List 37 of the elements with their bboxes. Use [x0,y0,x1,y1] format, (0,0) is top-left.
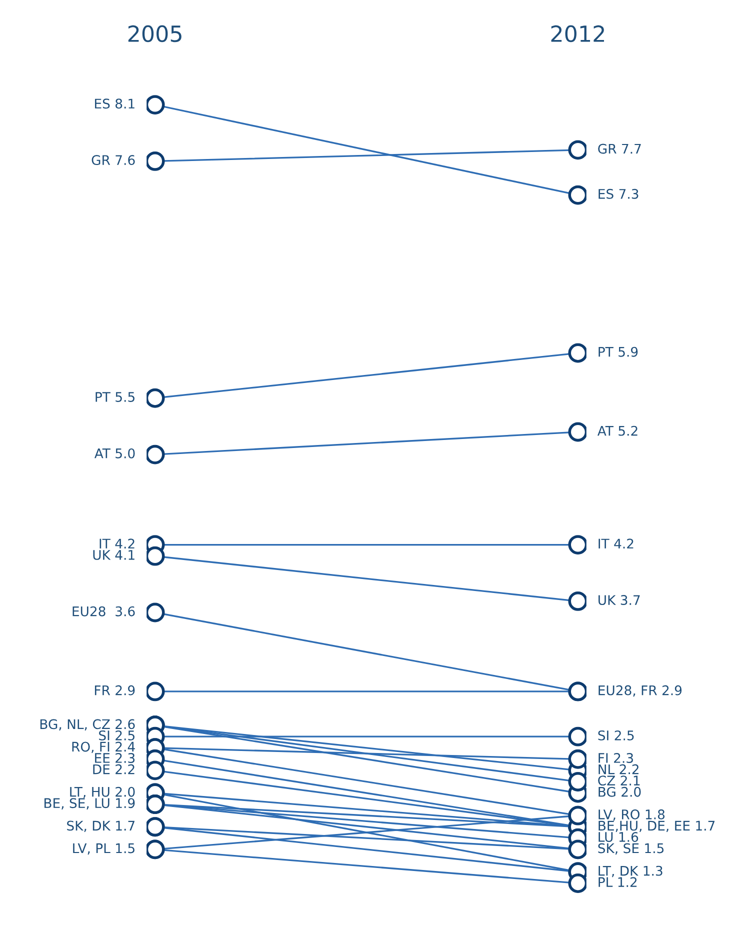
data-label: SK, SE 1.5 [598,843,664,855]
data-label: DE 2.2 [93,764,134,774]
data-label: SI 2.5 [99,730,134,740]
data-label: BE, SE, LU 1.9 [44,798,135,810]
data-label: AT 5.0 [94,448,135,458]
data-label: LT, DK 1.3 [598,866,662,878]
data-label: ES 8.1 [95,98,134,109]
data-label: LV, RO 1.8 [598,809,665,821]
data-label: LU 1.6 [598,832,638,842]
x-tick-label: 2012 [551,25,604,42]
data-label: IT 4.2 [598,538,634,548]
data-label: BG, NL, CZ 2.6 [40,719,135,730]
data-label: BG 2.0 [598,786,641,797]
data-label: SK, DK 1.7 [67,820,134,832]
data-label: LT, HU 2.0 [70,786,135,798]
data-label: PT 5.9 [598,346,638,357]
data-label: AT 5.2 [597,426,638,436]
data-label: EE 2.3 [95,753,135,763]
data-label: PT 5.5 [96,392,134,402]
data-label: RO, FI 2.4 [72,742,135,754]
data-label: PL 1.2 [598,877,637,887]
data-label: ES 7.3 [598,188,638,199]
data-label: FI 2.3 [598,753,633,763]
data-label: FR 2.9 [94,685,135,696]
data-label: LV, PL 1.5 [73,843,134,855]
data-label: SI 2.5 [598,730,634,740]
data-label: EU28 3.6 [72,606,135,616]
data-label: UK 3.7 [598,595,640,606]
data-label: BE,HU, DE, EE 1.7 [598,820,715,832]
data-label: GR 7.6 [92,155,135,166]
data-label: IT 4.2 [100,538,134,548]
data-label: CZ 2.1 [598,776,640,786]
data-label: NL 2.2 [598,764,638,774]
data-label: EU28, FR 2.9 [598,685,682,697]
data-label: GR 7.7 [598,144,641,154]
x-tick-label: 2005 [128,25,182,42]
data-label: UK 4.1 [93,550,134,560]
